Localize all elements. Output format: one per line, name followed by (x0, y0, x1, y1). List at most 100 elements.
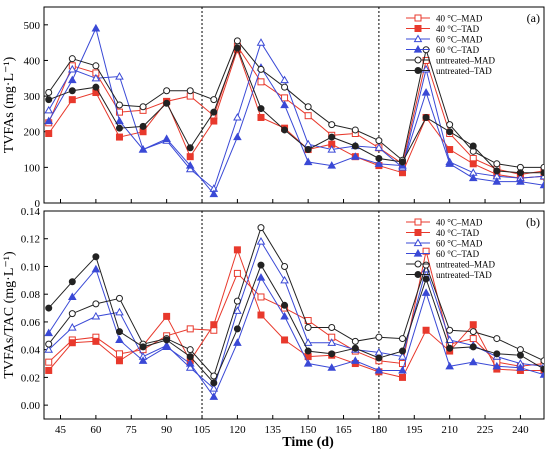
x-tick-label: 240 (512, 424, 529, 436)
data-point (139, 122, 147, 130)
data-point (45, 89, 53, 97)
data-point (257, 311, 265, 319)
data-point (233, 37, 241, 45)
series-line (48, 268, 544, 398)
data-point (469, 321, 477, 329)
data-point (115, 335, 124, 344)
data-point (67, 292, 77, 301)
data-point (422, 247, 430, 255)
series-line (48, 255, 544, 384)
y-tick-label: 0.04 (21, 345, 41, 357)
data-point (138, 356, 148, 364)
y-tick-label: 0 (35, 198, 41, 210)
data-point (446, 326, 454, 334)
data-point (115, 357, 123, 365)
y-axis-title: TVFAs (mg·L⁻¹) (2, 56, 17, 153)
data-point (468, 173, 478, 182)
data-point (257, 261, 265, 269)
data-point (351, 142, 359, 150)
data-point (67, 323, 77, 331)
data-point (493, 350, 501, 358)
data-point (210, 321, 218, 329)
legend-label: 60 °C–MAD (436, 239, 483, 249)
legend-label: 40 °C–TAD (436, 228, 480, 238)
data-point (185, 164, 195, 173)
data-point (281, 94, 289, 102)
y-tick-label: 100 (24, 162, 41, 174)
series-line (48, 226, 544, 377)
legend-label: 40 °C–TAD (436, 24, 480, 34)
legend-item-40-c-mad: 40 °C–MAD (406, 14, 483, 24)
data-point (68, 87, 76, 95)
panel-tvfas-tac-ratio: 0.00 0.02 0.04 0.06 0.08 0.10 0.12 0.14 45 60 75 90… (2, 206, 545, 436)
data-point (328, 133, 336, 141)
x-tick-label: 180 (371, 424, 388, 436)
data-point (91, 264, 101, 273)
data-point (398, 158, 406, 166)
x-tick-label: 150 (300, 424, 317, 436)
data-point (327, 338, 337, 346)
series-untreated-mad (45, 37, 544, 171)
data-point (469, 335, 477, 343)
y-tick-label: 300 (24, 91, 41, 103)
data-point (445, 335, 454, 344)
y-axis-title: TVFAs/TAC (mg·L⁻¹) (2, 251, 17, 379)
data-point (257, 65, 265, 73)
y-tick-label: 0.06 (21, 317, 41, 329)
data-point (493, 167, 501, 175)
series-line (48, 48, 544, 179)
legend-item-untreated-mad: untreated–MAD (406, 56, 495, 66)
data-point (92, 83, 100, 91)
legend-marker (414, 260, 422, 268)
data-point (422, 261, 430, 269)
legend-label: untreated–MAD (436, 56, 495, 66)
data-point (209, 392, 219, 400)
data-point (44, 328, 54, 337)
legend-marker (414, 14, 422, 22)
data-point (256, 38, 266, 46)
data-point (186, 353, 194, 361)
data-point (492, 177, 502, 185)
data-point (138, 145, 148, 153)
x-tick-label: 135 (265, 424, 282, 436)
legend-marker (413, 34, 423, 43)
x-tick-label: 60 (90, 424, 102, 436)
y-tick-label: 0.12 (21, 234, 40, 246)
data-point (257, 293, 265, 301)
data-point (185, 363, 195, 371)
legend-label: untreated–MAD (436, 260, 495, 270)
y-tick-label: 0.08 (21, 289, 41, 301)
series-layer (44, 224, 544, 400)
legend-marker (413, 45, 423, 53)
data-point (303, 157, 313, 166)
data-point (374, 159, 384, 167)
data-point (469, 328, 477, 336)
data-point (233, 306, 242, 314)
data-point (115, 124, 123, 132)
legend-marker (414, 229, 422, 236)
series-layer (44, 23, 544, 198)
data-point (45, 304, 53, 312)
data-point (91, 73, 101, 82)
data-point (328, 323, 336, 331)
data-point (91, 311, 101, 320)
data-point (398, 347, 406, 355)
data-point (469, 343, 477, 351)
data-point (516, 169, 524, 177)
legend-marker (413, 238, 423, 247)
data-point (186, 87, 194, 95)
data-point (115, 294, 123, 302)
data-point (398, 335, 406, 343)
x-tick-label: 195 (406, 424, 423, 436)
data-point (304, 347, 312, 355)
data-point (257, 224, 265, 232)
data-point (327, 363, 337, 371)
data-point (115, 307, 124, 316)
data-point (280, 75, 289, 84)
data-point (398, 169, 406, 177)
data-point (327, 145, 337, 153)
data-point (91, 23, 101, 32)
data-point (115, 133, 123, 141)
data-point (398, 373, 406, 381)
